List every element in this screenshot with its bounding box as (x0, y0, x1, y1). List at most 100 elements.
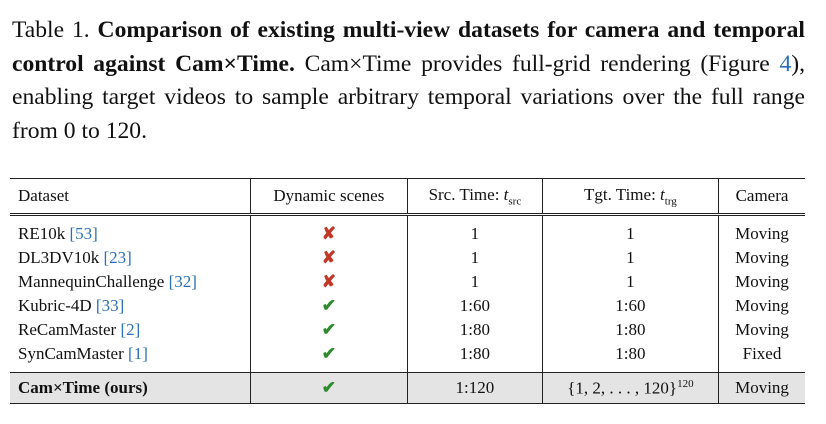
citation: [1] (128, 344, 148, 363)
cell-text: Fixed (742, 344, 782, 363)
caption-label: Table 1. (12, 17, 90, 43)
cell: ✘ (249, 270, 408, 294)
dynamic-mark: ✔ (321, 378, 336, 397)
citation: [32] (168, 272, 197, 291)
citation: [2] (120, 320, 141, 339)
header-row: Dataset Dynamic scenes Src. Time: tsrc Tgt.… (10, 178, 805, 216)
dynamic-mark: ✔ (321, 296, 336, 315)
table-foot: Cam×Time (ours) ✔ 1:120 {1, 2, . . . , 120}… (10, 372, 805, 404)
cell: 1:120 (407, 372, 543, 404)
dataset-name: Kubric-4D (18, 296, 92, 315)
cell: Moving (718, 270, 805, 294)
header-text: Dataset (18, 186, 69, 205)
cell-text: 1 (626, 272, 635, 291)
cell-text: Moving (735, 320, 789, 339)
row: MannequinChallenge [32] ✘ 1 1 Moving (10, 270, 805, 294)
cell-text: 1 (470, 248, 480, 267)
caption-ref: 4 (779, 50, 792, 77)
cell: Fixed (718, 342, 805, 373)
cell-text: Moving (735, 296, 789, 315)
table-head: Dataset Dynamic scenes Src. Time: tsrc Tgt.… (10, 178, 805, 216)
header-cell: Dynamic scenes (249, 178, 408, 216)
cell: Moving (718, 294, 805, 318)
cell: Cam×Time (ours) (10, 373, 250, 404)
header-cell: Tgt. Time: ttrg (541, 178, 719, 216)
dataset-name: RE10k (18, 224, 66, 243)
cell: 1:80 (407, 318, 543, 342)
row: DL3DV10k [23] ✘ 1 1 Moving (10, 246, 805, 270)
caption: Table 1. Comparison of existing multi-vi… (12, 14, 805, 148)
row: RE10k [53] ✘ 1 1 Moving (10, 214, 805, 246)
dynamic-mark: ✔ (321, 344, 336, 363)
caption-text: ), enabling target videos to sample arbi… (12, 50, 806, 144)
dataset-name: SynCamMaster (18, 344, 124, 363)
dataset-name: Cam×Time (ours) (18, 378, 148, 397)
cell-text: 1:120 (455, 378, 495, 397)
dynamic-mark: ✘ (321, 248, 336, 267)
set-sup: 120 (677, 377, 694, 390)
cell-text: 1:80 (615, 344, 646, 363)
cell-text: 1:80 (459, 320, 491, 339)
cell: Moving (718, 318, 805, 342)
row: SynCamMaster [1] ✔ 1:80 1:80 Fixed (10, 342, 805, 373)
cell: ReCamMaster [2] (10, 318, 250, 342)
dynamic-mark: ✘ (321, 272, 336, 291)
header-var: t (503, 184, 509, 204)
cell-text: 1 (470, 272, 480, 291)
cell: 1:80 (541, 342, 719, 373)
caption-text: Cam×Time provides full-grid rendering (F… (304, 50, 780, 77)
cell: 1 (407, 246, 543, 270)
cell: ✘ (249, 214, 408, 246)
cell: 1 (541, 246, 719, 270)
header-cell: Src. Time: tsrc (407, 178, 543, 216)
header-sub: trg (664, 195, 677, 208)
citation: [33] (95, 296, 125, 315)
dataset-name: DL3DV10k (18, 248, 100, 267)
cell: 1 (407, 270, 543, 294)
cell: ✘ (249, 246, 408, 270)
cell: Kubric-4D [33] (10, 294, 250, 318)
cell: 1 (541, 214, 719, 246)
caption-bold: Comparison of existing multi-view datase… (12, 17, 805, 77)
header-var: t (660, 184, 665, 204)
ours-row: Cam×Time (ours) ✔ 1:120 {1, 2, . . . , 120}… (10, 372, 805, 404)
cell: 1:80 (407, 342, 543, 373)
cell-text: 1:60 (459, 296, 491, 315)
cell: 1:60 (407, 294, 543, 318)
dynamic-mark: ✘ (321, 224, 336, 243)
cell-text: 1 (470, 224, 480, 243)
cell: Moving (718, 246, 805, 270)
cell: Moving (718, 372, 805, 404)
cell: 1 (407, 214, 543, 246)
header-cell: Dataset (10, 178, 251, 216)
cell-text: 1 (626, 248, 635, 267)
header-text: Src. Time: (428, 184, 504, 204)
cell-text: 1:60 (615, 296, 646, 315)
header-text: Camera (735, 186, 789, 205)
cell: {1, 2, . . . , 120}120 (541, 372, 719, 404)
dataset-name: MannequinChallenge (18, 272, 165, 291)
cell: 1:80 (541, 318, 719, 342)
cell-text: Moving (735, 224, 789, 243)
cell-text: 1:80 (615, 320, 646, 339)
table: Dataset Dynamic scenes Src. Time: tsrc Tgt.… (10, 178, 805, 404)
cell: ✔ (249, 342, 408, 373)
header-text: Dynamic scenes (273, 186, 385, 205)
cell: ✔ (249, 294, 408, 318)
cell: SynCamMaster [1] (10, 342, 250, 373)
cell: 1 (541, 270, 719, 294)
header-text: Tgt. Time: (583, 184, 661, 204)
cell-text: 1:80 (459, 344, 491, 363)
cell-text: 1 (626, 224, 635, 243)
cell: MannequinChallenge [32] (10, 270, 250, 294)
row: Kubric-4D [33] ✔ 1:60 1:60 Moving (10, 294, 805, 318)
cell: Moving (718, 214, 805, 246)
header-sub: src (508, 195, 522, 208)
set-text: {1, 2, . . . , 120} (567, 378, 678, 398)
cell: 1:60 (541, 294, 719, 318)
cell-text: Moving (735, 272, 789, 291)
cell: ✔ (249, 372, 408, 404)
table-body: RE10k [53] ✘ 1 1 Moving DL3DV10k [23] ✘ 1 1 Movin… (10, 214, 805, 373)
cell: DL3DV10k [23] (10, 246, 250, 270)
